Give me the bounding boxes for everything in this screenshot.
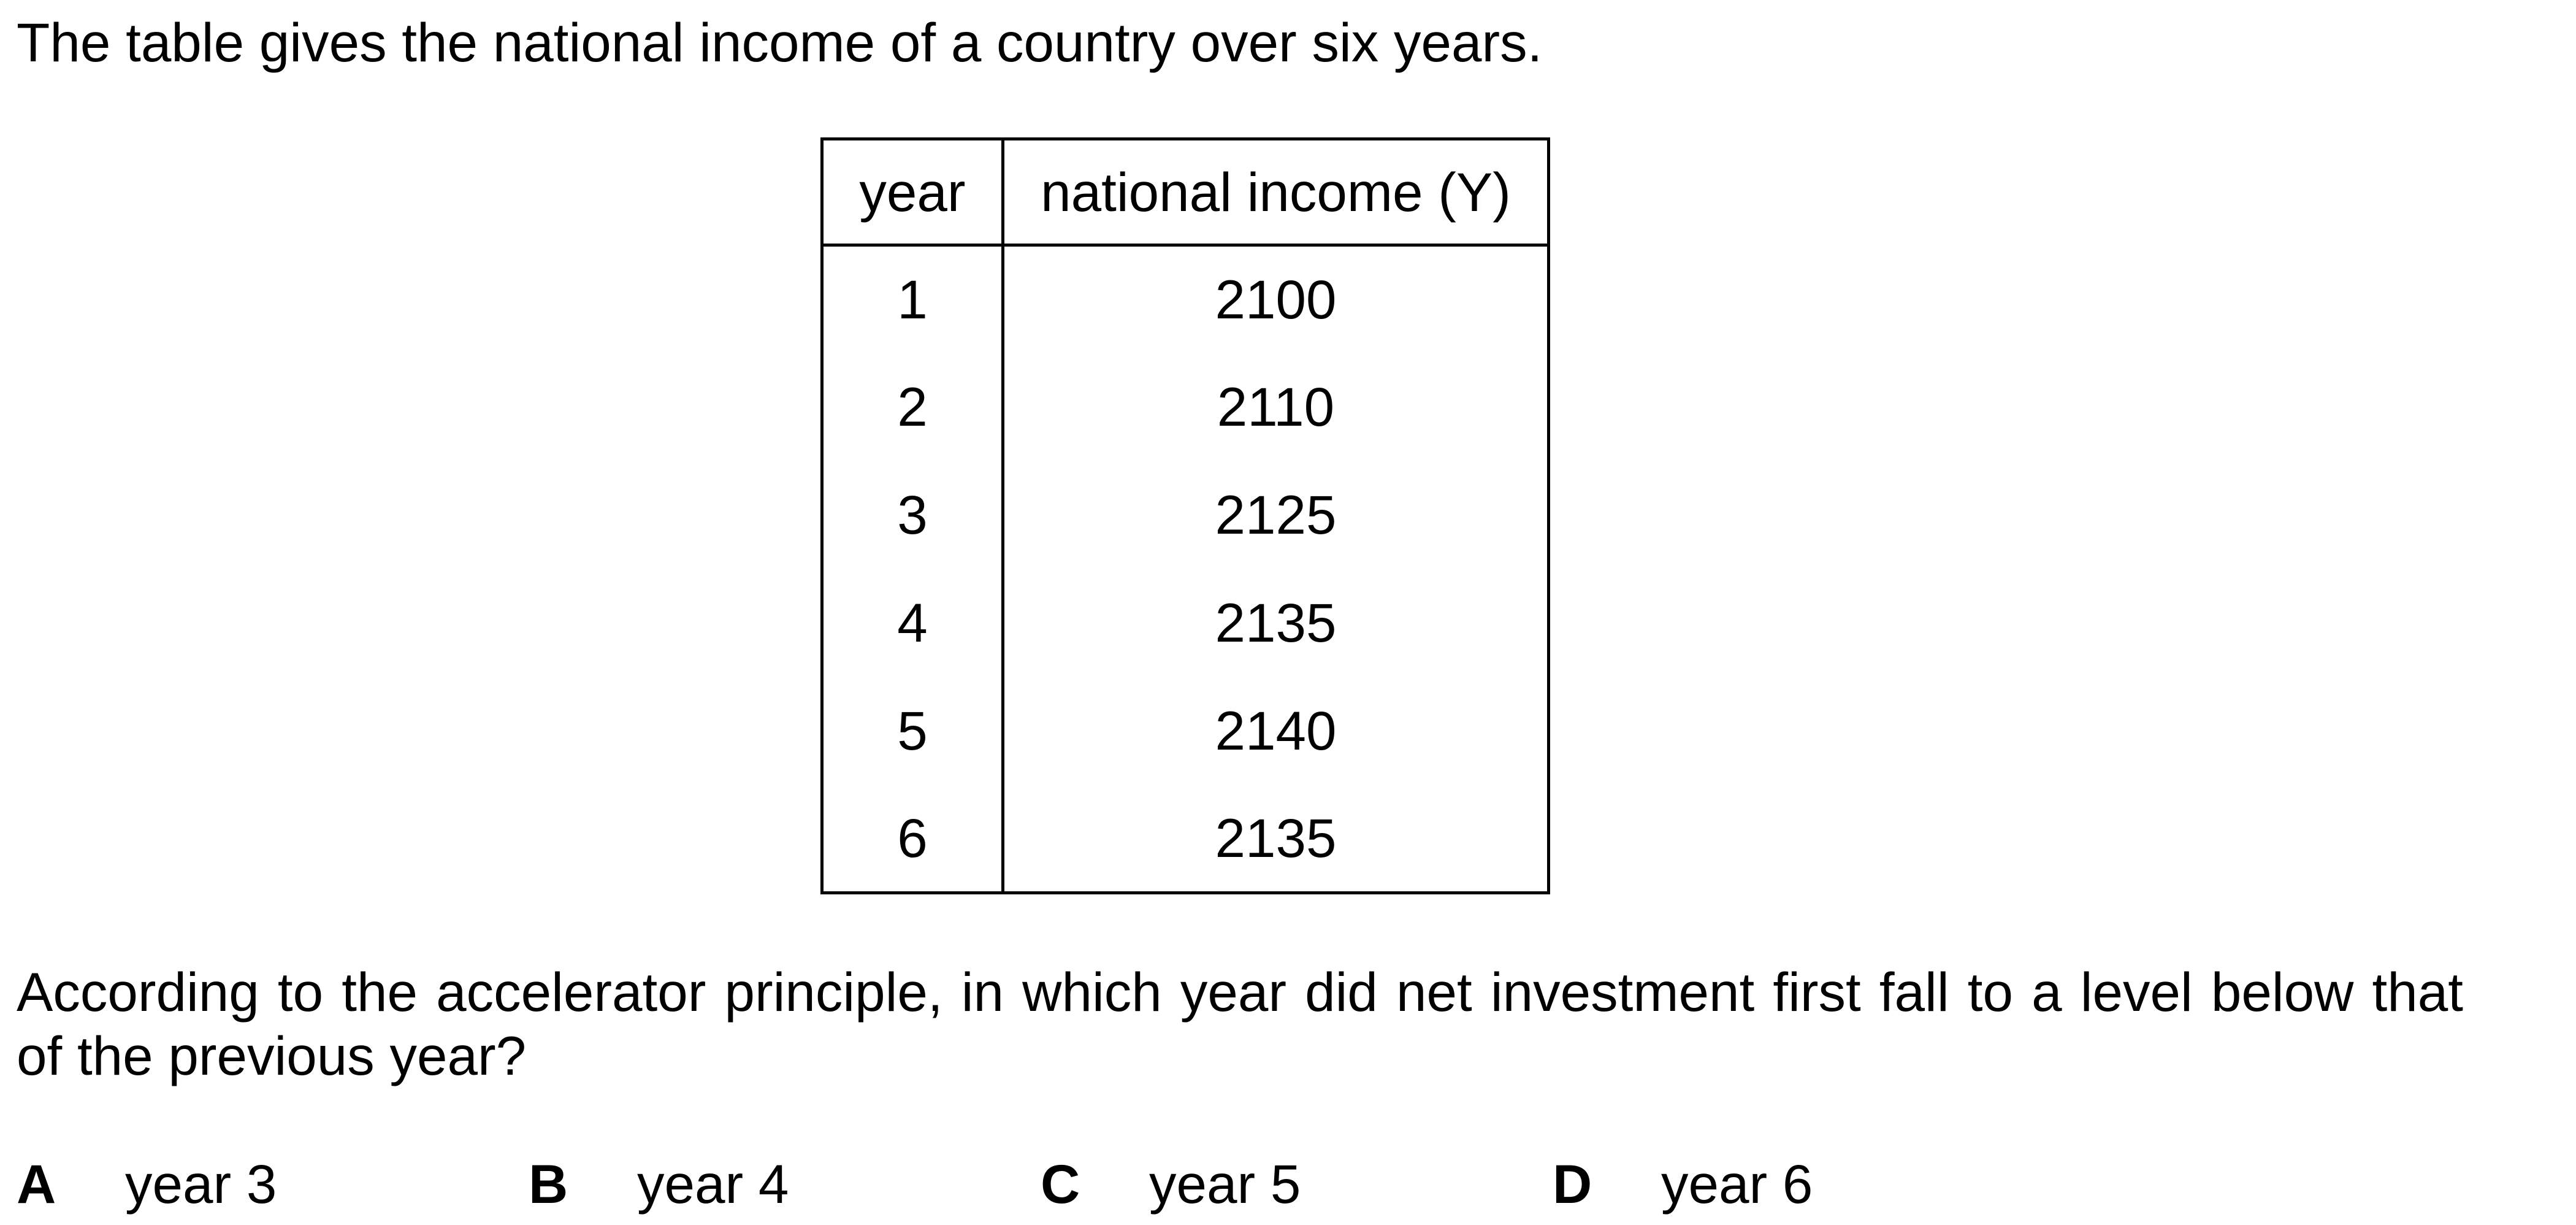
year-cell: 1 bbox=[820, 245, 1004, 353]
table-row: 2 2110 bbox=[820, 353, 1550, 461]
option-text: year 5 bbox=[1149, 1153, 1301, 1215]
income-cell: 2135 bbox=[1001, 569, 1550, 677]
table-row: 3 2125 bbox=[820, 461, 1550, 569]
income-cell: 2100 bbox=[1001, 245, 1550, 353]
answer-options: A year 3 B year 4 C year 5 D year 6 bbox=[17, 1150, 2531, 1218]
income-cell: 2135 bbox=[1001, 785, 1550, 894]
income-cell: 2110 bbox=[1001, 353, 1550, 461]
option-text: year 3 bbox=[125, 1153, 277, 1215]
income-cell: 2125 bbox=[1001, 461, 1550, 569]
year-cell: 4 bbox=[820, 569, 1004, 677]
intro-text: The table gives the national income of a… bbox=[17, 12, 1543, 73]
table-header-row: year national income (Y) bbox=[820, 137, 1550, 247]
table-row: 5 2140 bbox=[820, 677, 1550, 785]
option-letter: C bbox=[1041, 1153, 1080, 1215]
national-income-table: year national income (Y) 1 2100 2 2110 3… bbox=[820, 137, 1550, 894]
table-row: 1 2100 bbox=[820, 245, 1550, 353]
option-letter: B bbox=[529, 1153, 568, 1215]
year-cell: 5 bbox=[820, 677, 1004, 785]
year-cell: 2 bbox=[820, 353, 1004, 461]
income-cell: 2140 bbox=[1001, 677, 1550, 785]
option-letter: D bbox=[1553, 1153, 1592, 1215]
question-text: According to the accelerator principle, … bbox=[17, 961, 2463, 1086]
option-text: year 4 bbox=[637, 1153, 789, 1215]
header-national-income: national income (Y) bbox=[1001, 137, 1550, 247]
option-letter: A bbox=[17, 1153, 56, 1215]
table-row: 6 2135 bbox=[820, 785, 1550, 894]
table-row: 4 2135 bbox=[820, 569, 1550, 677]
header-year: year bbox=[820, 137, 1004, 247]
year-cell: 6 bbox=[820, 785, 1004, 894]
year-cell: 3 bbox=[820, 461, 1004, 569]
option-text: year 6 bbox=[1661, 1153, 1813, 1215]
